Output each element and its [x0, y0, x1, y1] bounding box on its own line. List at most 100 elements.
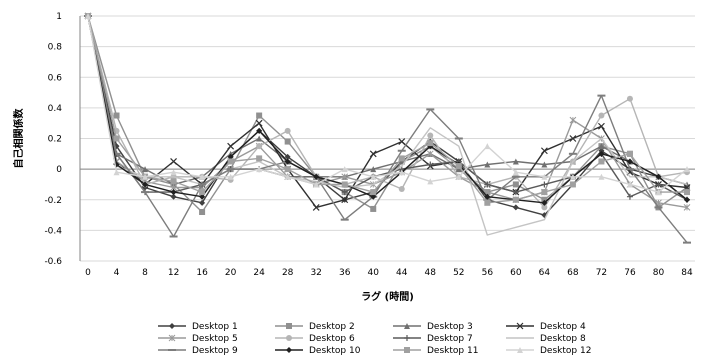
- legend-item: Desktop 1: [158, 322, 238, 332]
- data-point: [341, 166, 348, 173]
- data-point: [142, 166, 149, 173]
- legend-swatch-marker: [404, 323, 410, 329]
- data-point: [684, 189, 690, 196]
- x-tick-label: 80: [653, 268, 665, 278]
- data-point: [284, 173, 291, 180]
- x-tick-label: 36: [339, 268, 351, 278]
- legend: Desktop 1 Desktop 2 Desktop 3 Desktop 4 Desk…: [158, 322, 591, 356]
- data-point: [541, 161, 548, 168]
- data-point: [341, 189, 348, 196]
- data-point: [85, 13, 91, 19]
- data-point: [427, 161, 434, 168]
- data-point: [341, 181, 348, 188]
- x-tick-label: 72: [596, 268, 607, 278]
- data-point: [598, 112, 605, 119]
- x-tick-label: 4: [114, 268, 120, 278]
- data-point: [284, 138, 291, 145]
- data-point: [512, 189, 519, 196]
- legend-label: Desktop 4: [540, 322, 586, 332]
- legend-item: Desktop 6: [275, 334, 355, 344]
- data-point: [598, 173, 605, 180]
- data-point: [227, 158, 234, 165]
- data-point: [569, 116, 577, 124]
- data-point: [427, 140, 434, 147]
- data-point: [455, 173, 462, 180]
- x-tick-label: 52: [453, 268, 464, 278]
- data-point: [455, 166, 462, 173]
- data-point: [142, 181, 149, 188]
- data-point: [341, 173, 349, 181]
- legend-label: Desktop 10: [309, 346, 361, 356]
- legend-label: Desktop 3: [427, 322, 473, 332]
- series-12: [85, 13, 690, 196]
- legend-label: Desktop 2: [309, 322, 355, 332]
- data-point: [170, 189, 177, 196]
- data-point: [598, 143, 605, 150]
- data-point: [655, 173, 662, 180]
- series-line: [87, 15, 688, 204]
- data-point: [541, 199, 548, 206]
- data-point: [569, 173, 576, 180]
- data-point: [541, 181, 548, 188]
- data-point: [484, 161, 491, 168]
- data-point: [312, 203, 320, 211]
- data-point: [284, 127, 291, 134]
- data-point: [598, 158, 605, 165]
- legend-label: Desktop 12: [540, 346, 591, 356]
- legend-label: Desktop 8: [540, 334, 586, 344]
- legend-swatch-marker: [286, 323, 292, 329]
- data-point: [398, 138, 406, 145]
- data-point: [227, 142, 235, 150]
- data-point: [684, 196, 690, 203]
- data-point: [170, 193, 177, 200]
- data-point: [113, 169, 120, 176]
- legend-swatch-marker: [286, 335, 292, 341]
- data-point: [655, 189, 662, 196]
- data-point: [313, 173, 320, 180]
- x-tick-label: 56: [482, 268, 494, 278]
- data-point: [541, 204, 548, 211]
- data-point: [199, 173, 206, 180]
- x-tick-label: 28: [282, 268, 294, 278]
- legend-item: Desktop 7: [393, 334, 473, 344]
- series-line: [87, 15, 688, 216]
- legend-label: Desktop 5: [192, 334, 238, 344]
- data-point: [170, 178, 177, 185]
- series-line: [87, 15, 687, 204]
- data-point: [484, 143, 491, 150]
- y-tick-label: 0.4: [48, 104, 63, 114]
- data-point: [512, 204, 519, 211]
- legend-swatch-marker: [517, 347, 523, 353]
- legend-swatch-marker: [516, 322, 524, 330]
- data-point: [455, 163, 462, 170]
- data-point: [255, 119, 263, 127]
- x-tick-label: 24: [253, 268, 265, 278]
- data-point: [626, 181, 633, 188]
- y-tick-label: -0.4: [44, 226, 62, 236]
- data-point: [256, 155, 263, 162]
- x-tick-label: 20: [225, 268, 237, 278]
- series-line: [87, 15, 688, 244]
- data-point: [256, 127, 263, 134]
- data-point: [398, 169, 405, 176]
- series-line: [87, 15, 688, 193]
- legend-label: Desktop 9: [192, 346, 238, 356]
- y-tick-label: 1: [56, 12, 62, 22]
- data-point: [484, 193, 491, 200]
- legend-label: Desktop 7: [427, 334, 473, 344]
- legend-swatch-marker: [404, 335, 410, 341]
- data-point: [484, 199, 491, 206]
- data-point: [199, 193, 206, 200]
- x-tick-label: 60: [510, 268, 522, 278]
- data-point: [684, 166, 690, 173]
- x-tick-label: 40: [368, 268, 380, 278]
- data-point: [284, 166, 291, 173]
- legend-swatch-marker: [168, 334, 176, 342]
- data-point: [512, 169, 519, 176]
- data-point: [341, 196, 349, 204]
- data-point: [284, 158, 291, 165]
- legend-item: Desktop 5: [158, 334, 238, 344]
- y-tick-label: -0.6: [44, 257, 62, 267]
- legend-item: Desktop 4: [506, 322, 586, 332]
